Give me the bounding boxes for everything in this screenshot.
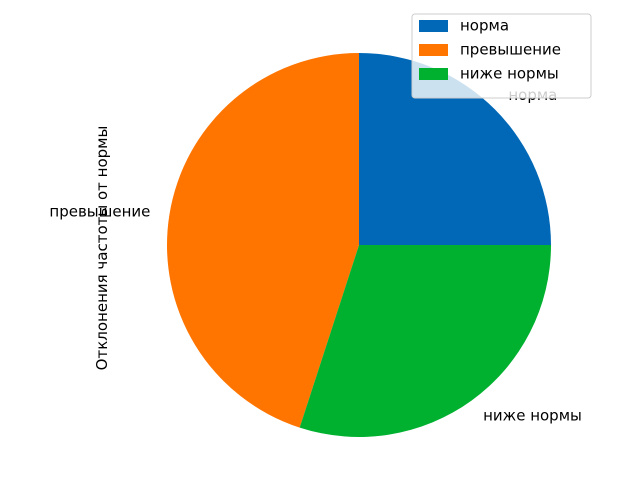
legend-swatch-0 — [419, 20, 448, 32]
legend-label-2: ниже нормы — [460, 65, 559, 83]
pie-slice-1 — [167, 53, 359, 428]
pie-slice-0 — [359, 53, 551, 245]
slice-label-1: превышение — [49, 202, 150, 220]
pie-slices — [167, 53, 551, 437]
legend-label-1: превышение — [460, 41, 561, 59]
slice-label-2: ниже нормы — [483, 406, 582, 424]
legend-box — [411, 13, 592, 99]
legend-label-0: норма — [460, 17, 509, 35]
pie-slice-2 — [299, 245, 551, 437]
legend-swatch-2 — [419, 68, 448, 80]
y-axis-label: Отклонения частоты от нормы — [93, 126, 111, 371]
legend: норма превышение ниже нормы — [411, 13, 592, 99]
legend-swatch-1 — [419, 44, 448, 56]
